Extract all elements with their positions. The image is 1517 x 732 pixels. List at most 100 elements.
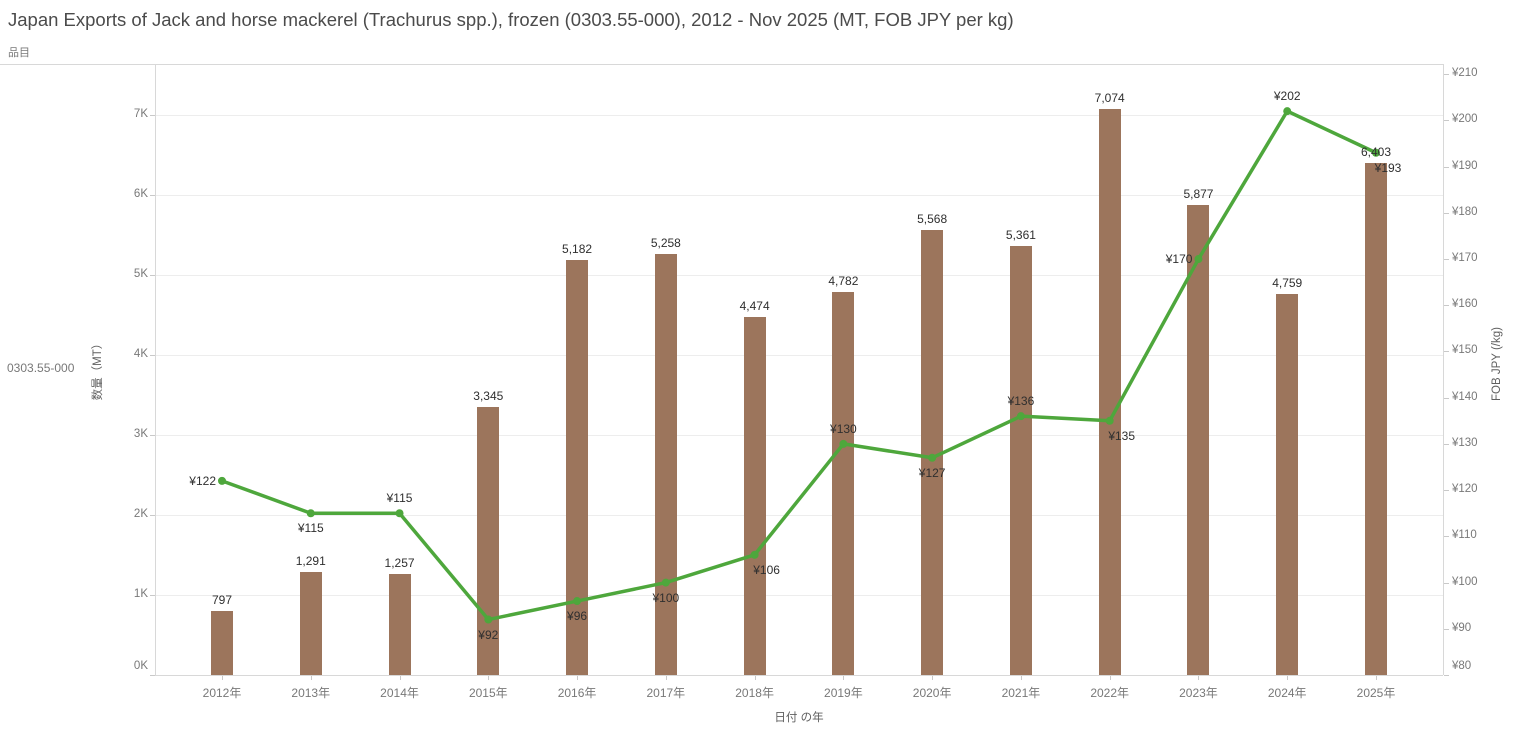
line-point-2025年[interactable] <box>1372 148 1380 157</box>
bar-2018年[interactable] <box>743 317 766 675</box>
x-axis-label-2013年[interactable]: 2013年 <box>291 686 331 700</box>
y-axis-tickmark <box>150 354 155 356</box>
y-axis-tick-label: 0K <box>133 660 148 672</box>
x-axis-label-2017年[interactable]: 2017年 <box>646 686 686 700</box>
bar-label-2016年: 5,182 <box>562 242 593 257</box>
y-axis-tick-label: 2K <box>133 507 148 520</box>
x-axis-label-2024年[interactable]: 2024年 <box>1267 686 1307 700</box>
bar-label-2019年: 4,782 <box>828 274 859 289</box>
x-axis-label-2018年[interactable]: 2018年 <box>735 686 774 700</box>
x-axis-label-2023年[interactable]: 2023年 <box>1179 686 1218 700</box>
x-axis-label-2015年[interactable]: 2015年 <box>468 686 508 700</box>
x-axis-tickmark <box>1376 676 1377 680</box>
x-axis-tickmark <box>665 676 667 680</box>
x-axis-tickmark <box>488 676 490 680</box>
x-axis-tickmark <box>399 676 401 680</box>
gridline-6K <box>155 194 1443 196</box>
bar-2013年[interactable] <box>299 571 322 675</box>
bar-2015年[interactable] <box>477 407 500 675</box>
price-label-2020年: ¥127 <box>918 465 946 480</box>
price-label-2016年: ¥96 <box>567 609 588 624</box>
right-axis-tickmark <box>1444 166 1449 168</box>
bar-label-2018年: 4,474 <box>739 299 770 314</box>
price-label-2019年: ¥130 <box>830 421 857 436</box>
bar-label-2013年: 1,291 <box>295 553 326 568</box>
field-label-hinmoku: 品目 <box>8 47 30 59</box>
bar-2014年[interactable] <box>388 574 411 675</box>
right-axis-tick-label: ¥130 <box>1452 436 1478 449</box>
line-point-2022年[interactable] <box>1105 416 1114 425</box>
x-axis-label-2022年[interactable]: 2022年 <box>1090 686 1130 700</box>
x-axis-label-2012年[interactable]: 2012年 <box>202 686 242 700</box>
y-axis-tick-label: 3K <box>133 427 148 440</box>
x-axis-tickmark <box>932 676 934 680</box>
right-axis-tickmark <box>1444 582 1449 584</box>
right-axis-tick-label: ¥100 <box>1452 575 1478 588</box>
bar-2025年[interactable] <box>1365 162 1387 675</box>
row-label-hs-code: 0303.55-000 <box>7 361 75 375</box>
right-axis-tickmark <box>1444 536 1449 538</box>
chart-title: Japan Exports of Jack and horse mackerel… <box>8 9 1014 30</box>
bar-2020年[interactable] <box>921 229 944 675</box>
line-point-2023年[interactable] <box>1194 255 1203 264</box>
bar-2024年[interactable] <box>1276 294 1299 675</box>
price-label-2023年: ¥170 <box>1165 252 1193 267</box>
x-axis-label-2020年[interactable]: 2020年 <box>912 686 952 700</box>
x-axis-label-2014年[interactable]: 2014年 <box>380 686 419 700</box>
x-axis-label-2025年[interactable]: 2025年 <box>1356 686 1396 700</box>
bar-2019年[interactable] <box>832 292 855 675</box>
right-axis-tick-label: ¥80 <box>1452 660 1472 672</box>
y-axis-tick-label: 4K <box>133 347 148 360</box>
line-point-2019年[interactable] <box>839 439 848 448</box>
right-axis-tick-label: ¥160 <box>1452 298 1478 311</box>
line-point-2013年[interactable] <box>306 509 315 518</box>
bar-label-2015年: 3,345 <box>473 389 504 404</box>
line-point-2020年[interactable] <box>928 453 937 462</box>
bar-2016年[interactable] <box>566 260 589 675</box>
bar-2021年[interactable] <box>1009 246 1032 675</box>
right-axis-tickmark <box>1444 351 1449 353</box>
x-axis-tickmark <box>577 676 579 680</box>
bar-label-2014年: 1,257 <box>384 556 415 571</box>
right-axis-tickmark <box>1444 675 1449 676</box>
line-point-2012年[interactable] <box>218 476 226 485</box>
gridline-7K <box>155 114 1443 116</box>
right-axis-tickmark <box>1444 74 1449 76</box>
gridline-4K <box>155 354 1443 356</box>
x-axis-tickmark <box>1198 676 1200 680</box>
right-axis-tickmark <box>1444 212 1449 214</box>
line-point-2015年[interactable] <box>484 615 493 624</box>
line-point-2021年[interactable] <box>1016 412 1025 421</box>
bar-2022年[interactable] <box>1098 109 1121 675</box>
x-axis-label-2019年[interactable]: 2019年 <box>824 686 863 700</box>
bar-label-2022年: 7,074 <box>1094 91 1125 106</box>
x-axis-tickmark <box>754 676 756 680</box>
x-axis-tickmark <box>222 676 223 680</box>
x-axis-tickmark <box>1109 676 1111 680</box>
price-label-2013年: ¥115 <box>297 521 324 536</box>
bar-2023年[interactable] <box>1187 204 1210 675</box>
x-axis-label-2016年[interactable]: 2016年 <box>557 686 597 700</box>
right-axis-tickmark <box>1444 120 1449 122</box>
x-axis-tickmark <box>843 676 845 680</box>
line-point-2017年[interactable] <box>661 578 670 587</box>
right-axis-tickmark <box>1444 443 1449 445</box>
bar-label-2024年: 4,759 <box>1272 276 1303 291</box>
line-point-2024年[interactable] <box>1283 107 1292 116</box>
price-label-2015年: ¥92 <box>478 627 499 642</box>
plot-border-left <box>155 64 156 675</box>
price-label-2012年: ¥122 <box>189 473 216 488</box>
line-point-2016年[interactable] <box>573 597 582 606</box>
line-point-2018年[interactable] <box>750 550 759 559</box>
right-axis-tickmark <box>1444 259 1449 261</box>
bar-2012年[interactable] <box>211 611 233 675</box>
line-point-2014年[interactable] <box>395 509 404 518</box>
plot-border-right <box>1443 64 1444 675</box>
gridline-2K <box>155 514 1443 516</box>
y-axis-tickmark <box>150 274 155 276</box>
price-label-2022年: ¥135 <box>1108 428 1136 443</box>
y-axis-tickmark <box>150 594 155 596</box>
right-axis-tick-label: ¥170 <box>1452 252 1478 265</box>
bar-2017年[interactable] <box>654 254 677 675</box>
x-axis-label-2021年[interactable]: 2021年 <box>1001 686 1041 700</box>
